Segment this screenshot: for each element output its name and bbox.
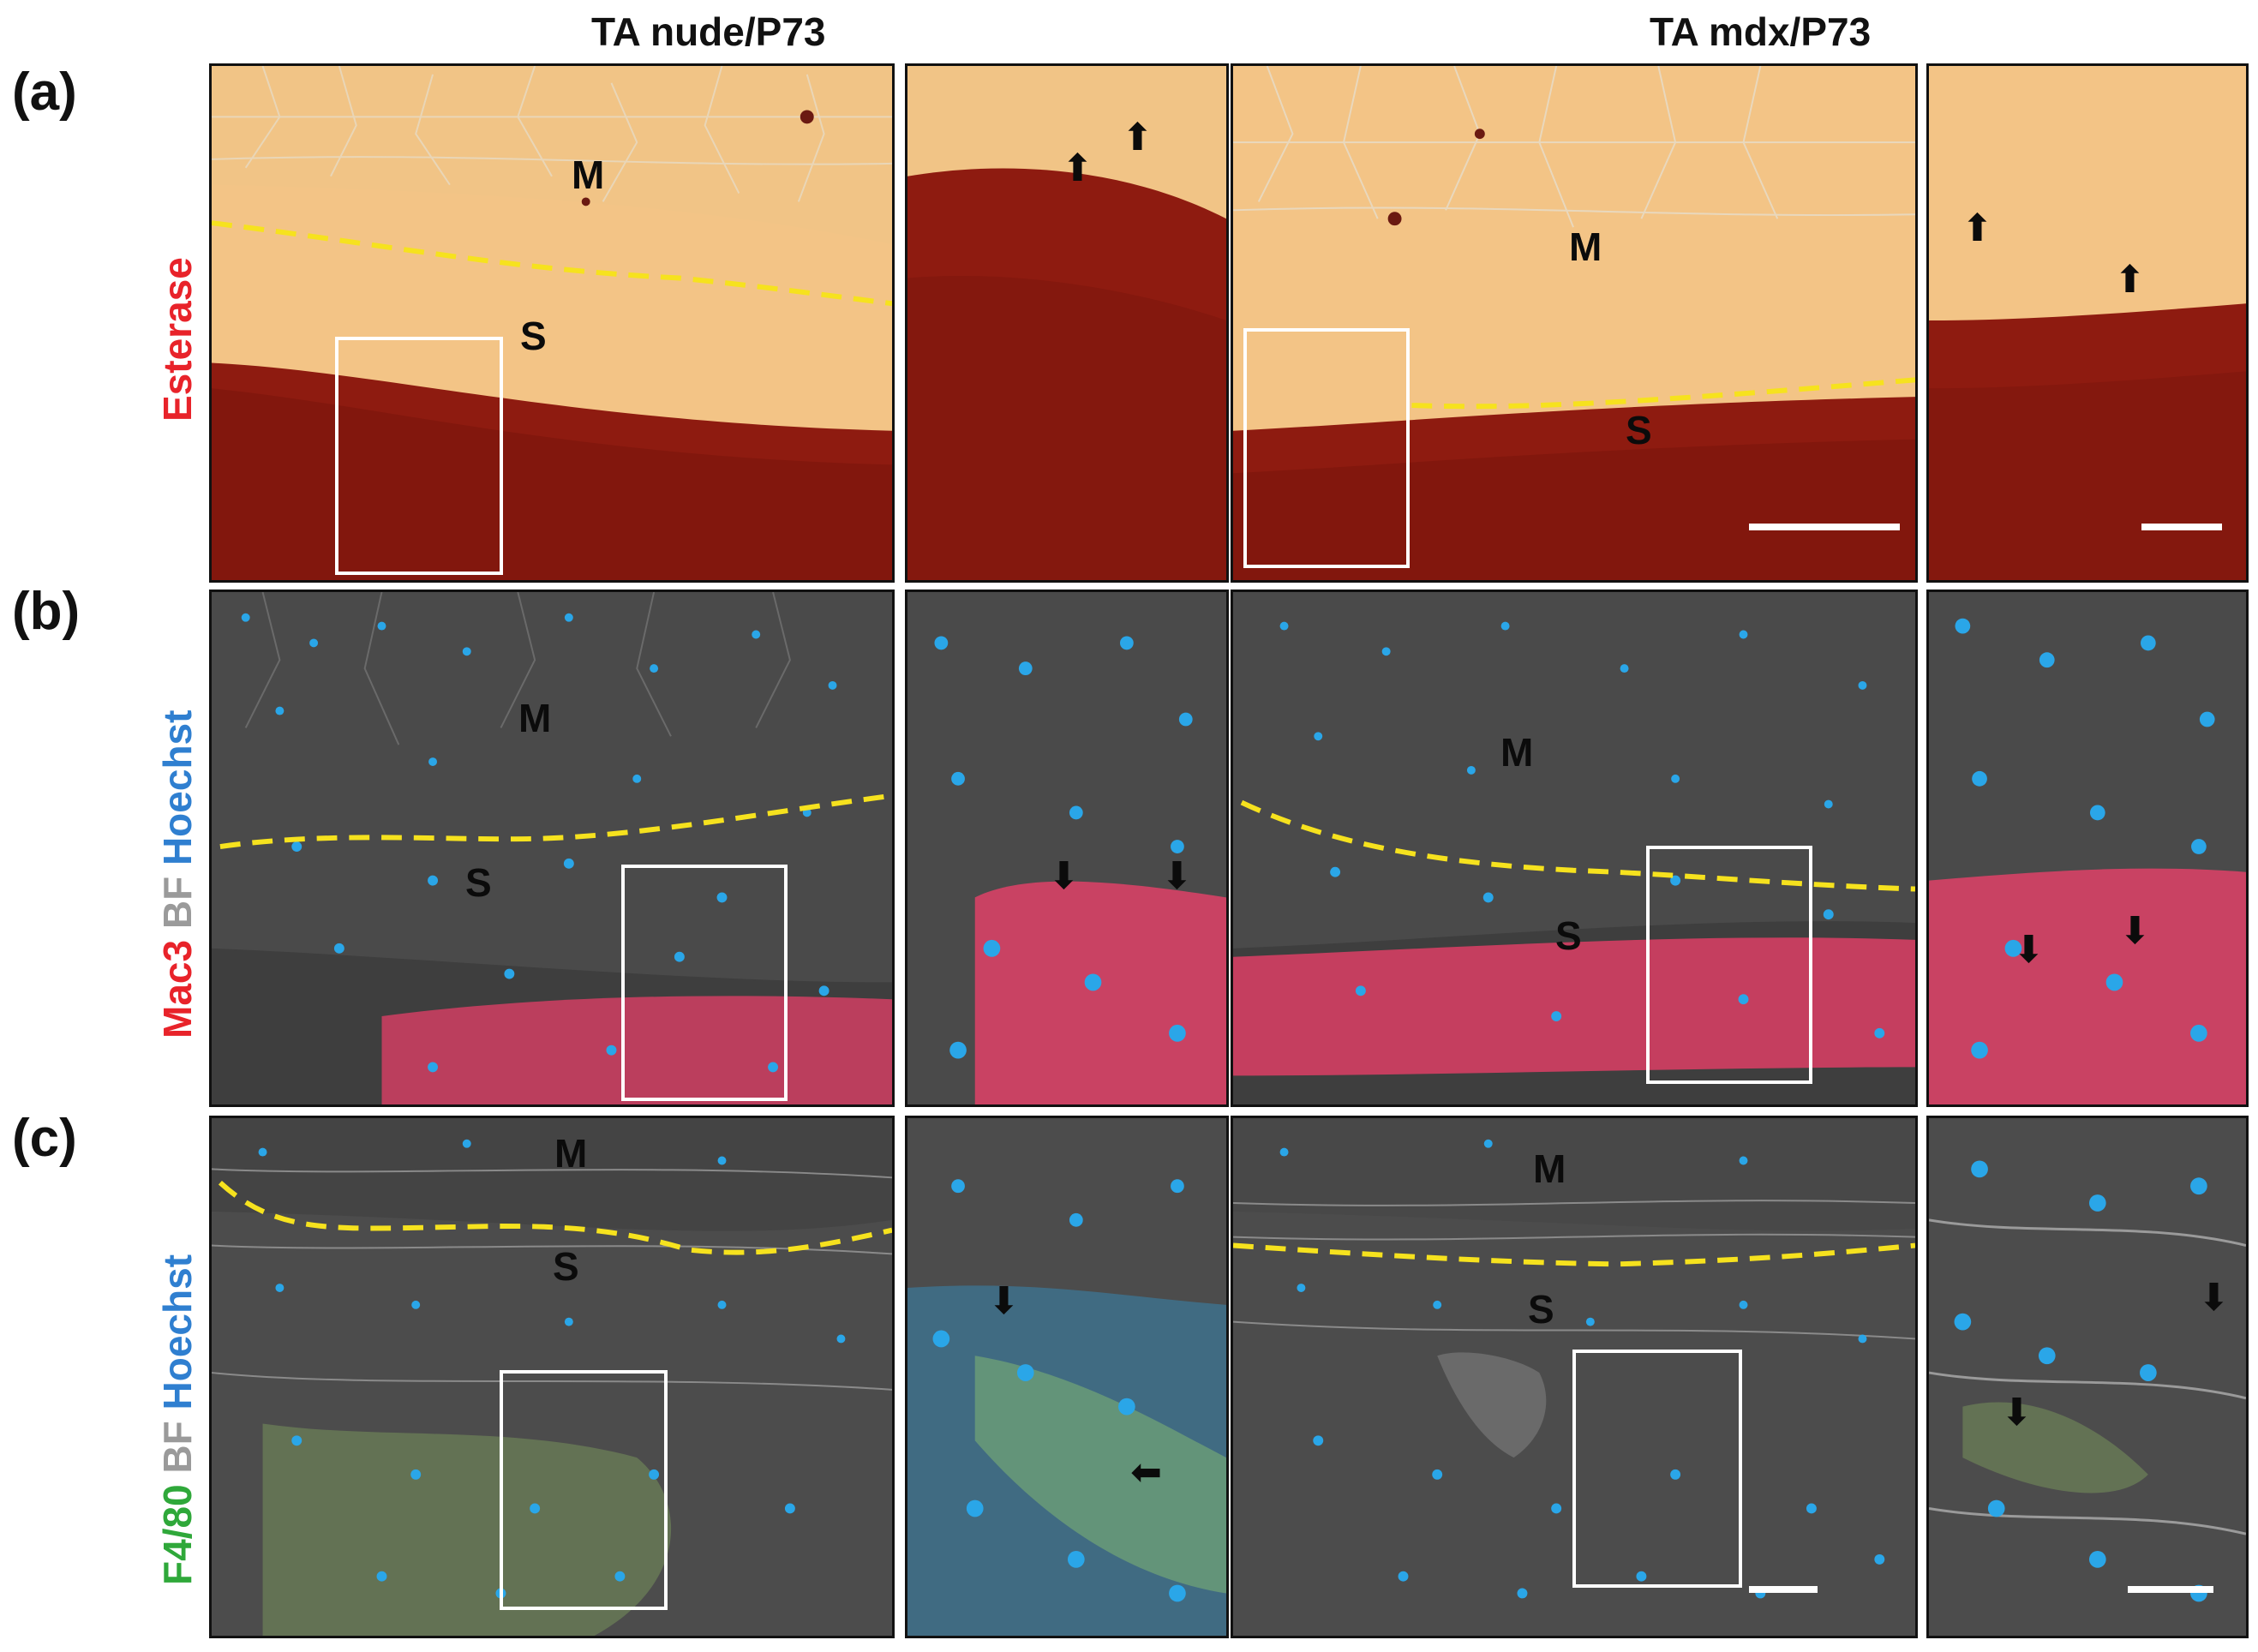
down-arrow-icon: ⬆ bbox=[2198, 1274, 2230, 1316]
label-muscle-b1: M bbox=[518, 696, 552, 740]
label-scar-b3: S bbox=[1555, 913, 1582, 958]
left-arrow-icon: ⬆ bbox=[1126, 1457, 1169, 1489]
label-muscle-c1: M bbox=[554, 1131, 588, 1176]
down-arrow-icon: ⬆ bbox=[2119, 907, 2151, 949]
row-label-c: (c) bbox=[12, 1109, 77, 1168]
label-muscle-a3: M bbox=[1569, 224, 1602, 269]
stain-label-mac3: Mac3 BF Hoechst bbox=[154, 710, 201, 1038]
label-scar-a1: S bbox=[520, 314, 547, 358]
row-label-b: (b) bbox=[12, 582, 81, 641]
stain-bf-text-c: BF bbox=[155, 1421, 200, 1485]
label-muscle-c3: M bbox=[1533, 1146, 1566, 1191]
down-arrow-icon: ⬆ bbox=[1161, 853, 1193, 895]
scale-bar-c3 bbox=[1749, 1586, 1818, 1593]
panel-b-nude-overview: M S bbox=[209, 590, 895, 1107]
stain-label-esterase: Esterase bbox=[154, 257, 201, 422]
scale-bar-a3 bbox=[1749, 524, 1900, 530]
down-arrow-icon: ⬆ bbox=[1048, 853, 1080, 895]
panel-a-mdx-inset: ⬆ ⬆ bbox=[1926, 63, 2249, 583]
scale-bar-a4 bbox=[2141, 524, 2222, 530]
panel-c-nude-inset: ⬆ ⬆ bbox=[905, 1116, 1229, 1638]
stain-mac3-text: Mac3 bbox=[155, 939, 200, 1038]
panel-a-mdx-overview: M S bbox=[1231, 63, 1918, 583]
up-arrow-icon: ⬆ bbox=[2114, 259, 2146, 301]
label-scar-c3: S bbox=[1528, 1287, 1554, 1332]
panel-c-mdx-overview: M S bbox=[1231, 1116, 1918, 1638]
label-muscle-b3: M bbox=[1500, 730, 1534, 775]
inset-box-a3 bbox=[1243, 328, 1410, 568]
label-scar-a3: S bbox=[1626, 408, 1652, 452]
row-label-a: (a) bbox=[12, 63, 77, 122]
up-arrow-icon: ⬆ bbox=[1122, 117, 1153, 159]
label-scar-b1: S bbox=[465, 860, 492, 905]
stain-hoechst-text-c: Hoechst bbox=[155, 1254, 200, 1422]
down-arrow-icon: ⬆ bbox=[2013, 926, 2045, 968]
down-arrow-icon: ⬆ bbox=[988, 1278, 1020, 1320]
stain-f480-text: F4/80 bbox=[155, 1484, 200, 1585]
panel-a-nude-overview: M S bbox=[209, 63, 895, 583]
stain-bf-text: BF bbox=[155, 876, 200, 940]
stain-esterase-text: Esterase bbox=[155, 257, 200, 422]
panel-b-mdx-overview: M S bbox=[1231, 590, 1918, 1107]
panel-b-nude-inset: ⬆ ⬆ bbox=[905, 590, 1229, 1107]
label-scar-c1: S bbox=[553, 1244, 579, 1289]
stain-label-f480: F4/80 BF Hoechst bbox=[154, 1254, 201, 1585]
column-title-nude: TA nude/P73 bbox=[591, 9, 826, 54]
up-arrow-icon: ⬆ bbox=[1062, 147, 1093, 189]
scale-bar-c4 bbox=[2128, 1586, 2213, 1593]
panel-c-nude-overview: M S bbox=[209, 1116, 895, 1638]
panel-c-mdx-inset: ⬆ ⬆ bbox=[1926, 1116, 2249, 1638]
panel-b-mdx-inset: ⬆ ⬆ bbox=[1926, 590, 2249, 1107]
panel-a-nude-inset: ⬆ ⬆ bbox=[905, 63, 1229, 583]
inset-box-a1 bbox=[335, 337, 503, 575]
down-arrow-icon: ⬆ bbox=[2001, 1389, 2033, 1431]
inset-box-c1 bbox=[500, 1370, 668, 1610]
column-title-mdx: TA mdx/P73 bbox=[1650, 9, 1872, 54]
label-muscle-a1: M bbox=[572, 153, 605, 197]
inset-box-b3 bbox=[1646, 846, 1812, 1084]
up-arrow-icon: ⬆ bbox=[1962, 207, 1993, 249]
inset-box-b1 bbox=[621, 865, 788, 1101]
inset-box-c3 bbox=[1572, 1350, 1742, 1588]
stain-hoechst-text: Hoechst bbox=[155, 709, 200, 877]
